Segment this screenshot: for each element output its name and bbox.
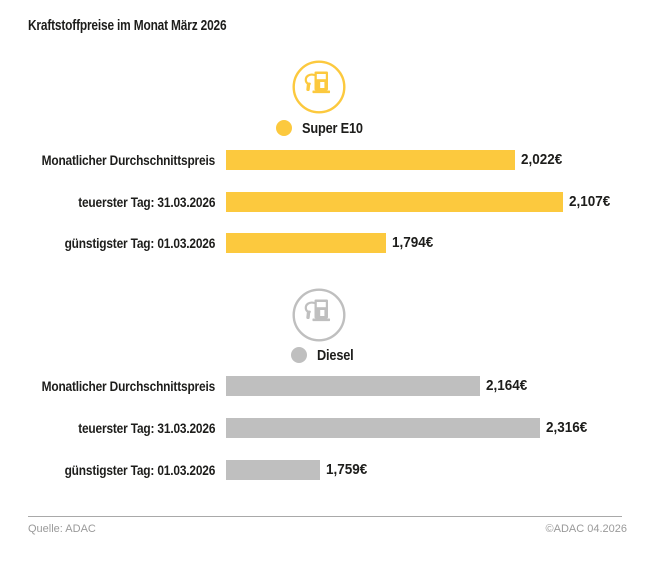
footer-divider: [28, 516, 622, 517]
copyright-note: ©ADAC 04.2026: [545, 523, 628, 535]
bar-category-label: Monatlicher Durchschnittspreis: [41, 378, 216, 394]
fuel-pump-glyph: [292, 60, 346, 114]
bar-value-label: 1,794€: [392, 234, 434, 251]
legend-super-e10: Super E10: [0, 119, 650, 137]
chart-title-text: Kraftstoffpreise im Monat März 2026: [28, 18, 227, 34]
bar: [226, 418, 540, 438]
legend-label-text: Diesel: [316, 346, 354, 364]
legend-label: Super E10: [302, 120, 374, 137]
bar-category-label: teuerster Tag: 31.03.2026: [77, 420, 215, 436]
bar-row: günstigster Tag: 01.03.2026 1,759€: [0, 460, 650, 480]
chart-title: Kraftstoffpreise im Monat März 2026: [28, 18, 270, 34]
bar-row: teuerster Tag: 31.03.2026 2,316€: [0, 418, 650, 438]
bar: [226, 150, 515, 170]
bar-category-label: Monatlicher Durchschnittspreis: [41, 152, 216, 168]
bar-row: Monatlicher Durchschnittspreis 2,164€: [0, 376, 650, 396]
bar: [226, 191, 563, 212]
fuel-pump-icon: [292, 288, 346, 342]
bar-value-label: 2,107€: [569, 192, 611, 210]
bar-category-label: teuerster Tag: 31.03.2026: [77, 193, 215, 210]
source-note: Quelle: ADAC: [28, 523, 96, 535]
bar-value-label: 2,022€: [521, 151, 563, 168]
legend-dot: [276, 120, 293, 136]
legend-diesel: Diesel: [0, 346, 650, 364]
legend-dot: [290, 347, 307, 363]
bar: [226, 376, 480, 396]
bar: [226, 460, 320, 480]
bar-row: Monatlicher Durchschnittspreis 2,022€: [0, 150, 650, 170]
bar-value-label: 2,164€: [486, 377, 528, 394]
bar-row: günstigster Tag: 01.03.2026 1,794€: [0, 233, 650, 253]
fuel-pump-glyph: [292, 288, 346, 342]
bar-value-label: 1,759€: [326, 461, 368, 478]
bar-category-label: günstigster Tag: 01.03.2026: [64, 235, 215, 251]
legend-label: Diesel: [317, 347, 360, 364]
bar: [226, 233, 386, 253]
bar-category-label: günstigster Tag: 01.03.2026: [64, 462, 215, 478]
bar-value-label: 2,316€: [546, 419, 588, 436]
bar-row: teuerster Tag: 31.03.2026 2,107€: [0, 191, 650, 212]
legend-label-text: Super E10: [302, 119, 364, 137]
fuel-pump-icon: [292, 60, 346, 114]
